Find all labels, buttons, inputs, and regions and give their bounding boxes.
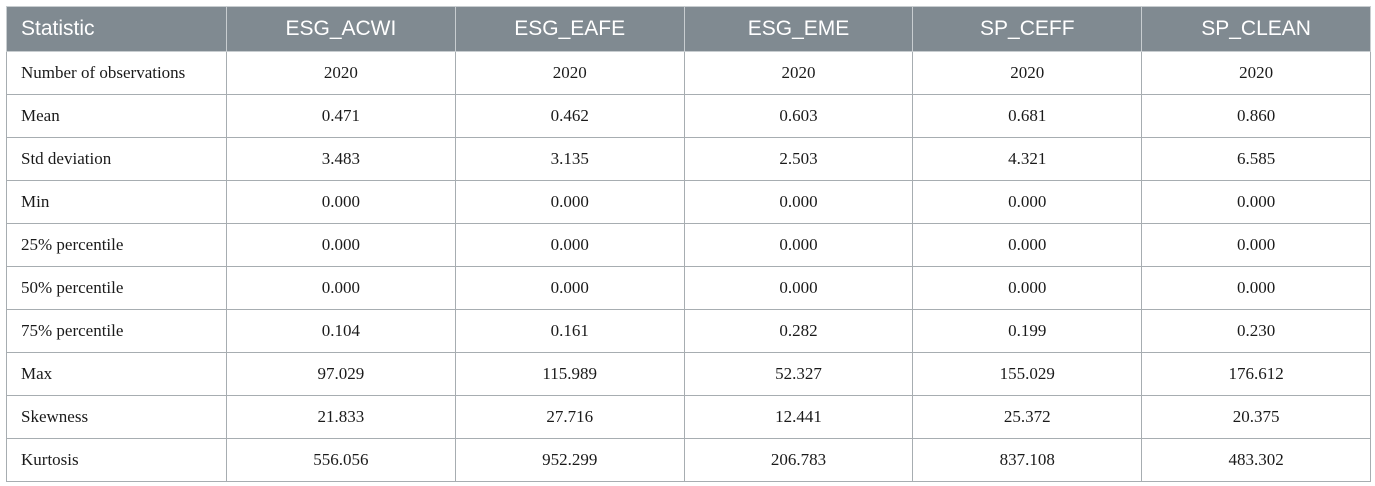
- value-cell: 155.029: [912, 352, 1143, 396]
- row-label-cell: Std deviation: [6, 137, 227, 181]
- table-row: Max 97.029 115.989 52.327 155.029 176.612: [6, 352, 1371, 396]
- table-row: Number of observations 2020 2020 2020 2020 20…: [6, 51, 1371, 95]
- row-label-cell: 25% percentile: [6, 223, 227, 267]
- value-cell: 52.327: [683, 352, 914, 396]
- value-cell: 556.056: [226, 438, 456, 482]
- row-label-cell: Number of observations: [6, 51, 227, 95]
- value-cell: 0.282: [683, 309, 914, 353]
- descriptive-statistics-table: Statistic ESG_ACWI ESG_EAFE ESG_EME SP_C…: [6, 6, 1371, 482]
- column-header-sp-ceff: SP_CEFF: [912, 6, 1143, 52]
- value-cell: 0.860: [1141, 94, 1371, 138]
- header-row: Statistic ESG_ACWI ESG_EAFE ESG_EME SP_C…: [6, 6, 1371, 52]
- table-row: Min 0.000 0.000 0.000 0.000 0.000: [6, 180, 1371, 224]
- row-label-cell: Skewness: [6, 395, 227, 439]
- table-body: Number of observations 2020 2020 2020 2020 20…: [6, 51, 1371, 482]
- column-header-sp-clean: SP_CLEAN: [1141, 6, 1371, 52]
- value-cell: 6.585: [1141, 137, 1371, 181]
- value-cell: 0.199: [912, 309, 1143, 353]
- value-cell: 0.000: [226, 180, 456, 224]
- value-cell: 0.000: [912, 180, 1143, 224]
- value-cell: 0.462: [454, 94, 685, 138]
- value-cell: 20.375: [1141, 395, 1371, 439]
- row-label-cell: Min: [6, 180, 227, 224]
- value-cell: 2020: [683, 51, 914, 95]
- value-cell: 2020: [912, 51, 1143, 95]
- value-cell: 4.321: [912, 137, 1143, 181]
- value-cell: 483.302: [1141, 438, 1371, 482]
- value-cell: 12.441: [683, 395, 914, 439]
- value-cell: 0.000: [683, 266, 914, 310]
- value-cell: 0.471: [226, 94, 456, 138]
- table-row: 25% percentile 0.000 0.000 0.000 0.000 0.000: [6, 223, 1371, 267]
- value-cell: 837.108: [912, 438, 1143, 482]
- value-cell: 0.230: [1141, 309, 1371, 353]
- value-cell: 21.833: [226, 395, 456, 439]
- value-cell: 3.483: [226, 137, 456, 181]
- value-cell: 2.503: [683, 137, 914, 181]
- table-row: 50% percentile 0.000 0.000 0.000 0.000 0.000: [6, 266, 1371, 310]
- value-cell: 0.104: [226, 309, 456, 353]
- value-cell: 97.029: [226, 352, 456, 396]
- row-label-cell: Kurtosis: [6, 438, 227, 482]
- column-header-esg-eafe: ESG_EAFE: [454, 6, 685, 52]
- table-row: Mean 0.471 0.462 0.603 0.681 0.860: [6, 94, 1371, 138]
- value-cell: 0.161: [454, 309, 685, 353]
- value-cell: 2020: [226, 51, 456, 95]
- table-row: Skewness 21.833 27.716 12.441 25.372 20.375: [6, 395, 1371, 439]
- value-cell: 0.000: [912, 223, 1143, 267]
- table-row: Std deviation 3.483 3.135 2.503 4.321 6.585: [6, 137, 1371, 181]
- column-header-esg-acwi: ESG_ACWI: [226, 6, 456, 52]
- row-label-cell: Mean: [6, 94, 227, 138]
- column-header-esg-eme: ESG_EME: [683, 6, 914, 52]
- row-label-cell: 75% percentile: [6, 309, 227, 353]
- row-label-cell: Max: [6, 352, 227, 396]
- value-cell: 115.989: [454, 352, 685, 396]
- value-cell: 952.299: [454, 438, 685, 482]
- value-cell: 27.716: [454, 395, 685, 439]
- value-cell: 0.000: [226, 223, 456, 267]
- value-cell: 0.000: [683, 180, 914, 224]
- statistics-table-container: Statistic ESG_ACWI ESG_EAFE ESG_EME SP_C…: [6, 6, 1371, 482]
- column-header-statistic: Statistic: [6, 6, 227, 52]
- value-cell: 0.681: [912, 94, 1143, 138]
- value-cell: 0.000: [454, 180, 685, 224]
- value-cell: 3.135: [454, 137, 685, 181]
- row-label-cell: 50% percentile: [6, 266, 227, 310]
- table-row: Kurtosis 556.056 952.299 206.783 837.108 483.…: [6, 438, 1371, 482]
- table-header: Statistic ESG_ACWI ESG_EAFE ESG_EME SP_C…: [6, 6, 1371, 52]
- value-cell: 0.000: [1141, 223, 1371, 267]
- value-cell: 0.000: [1141, 180, 1371, 224]
- value-cell: 176.612: [1141, 352, 1371, 396]
- value-cell: 0.000: [683, 223, 914, 267]
- value-cell: 25.372: [912, 395, 1143, 439]
- table-row: 75% percentile 0.104 0.161 0.282 0.199 0.230: [6, 309, 1371, 353]
- value-cell: 2020: [454, 51, 685, 95]
- value-cell: 0.000: [454, 223, 685, 267]
- value-cell: 2020: [1141, 51, 1371, 95]
- value-cell: 0.000: [1141, 266, 1371, 310]
- value-cell: 0.000: [454, 266, 685, 310]
- value-cell: 0.000: [912, 266, 1143, 310]
- value-cell: 0.603: [683, 94, 914, 138]
- value-cell: 206.783: [683, 438, 914, 482]
- value-cell: 0.000: [226, 266, 456, 310]
